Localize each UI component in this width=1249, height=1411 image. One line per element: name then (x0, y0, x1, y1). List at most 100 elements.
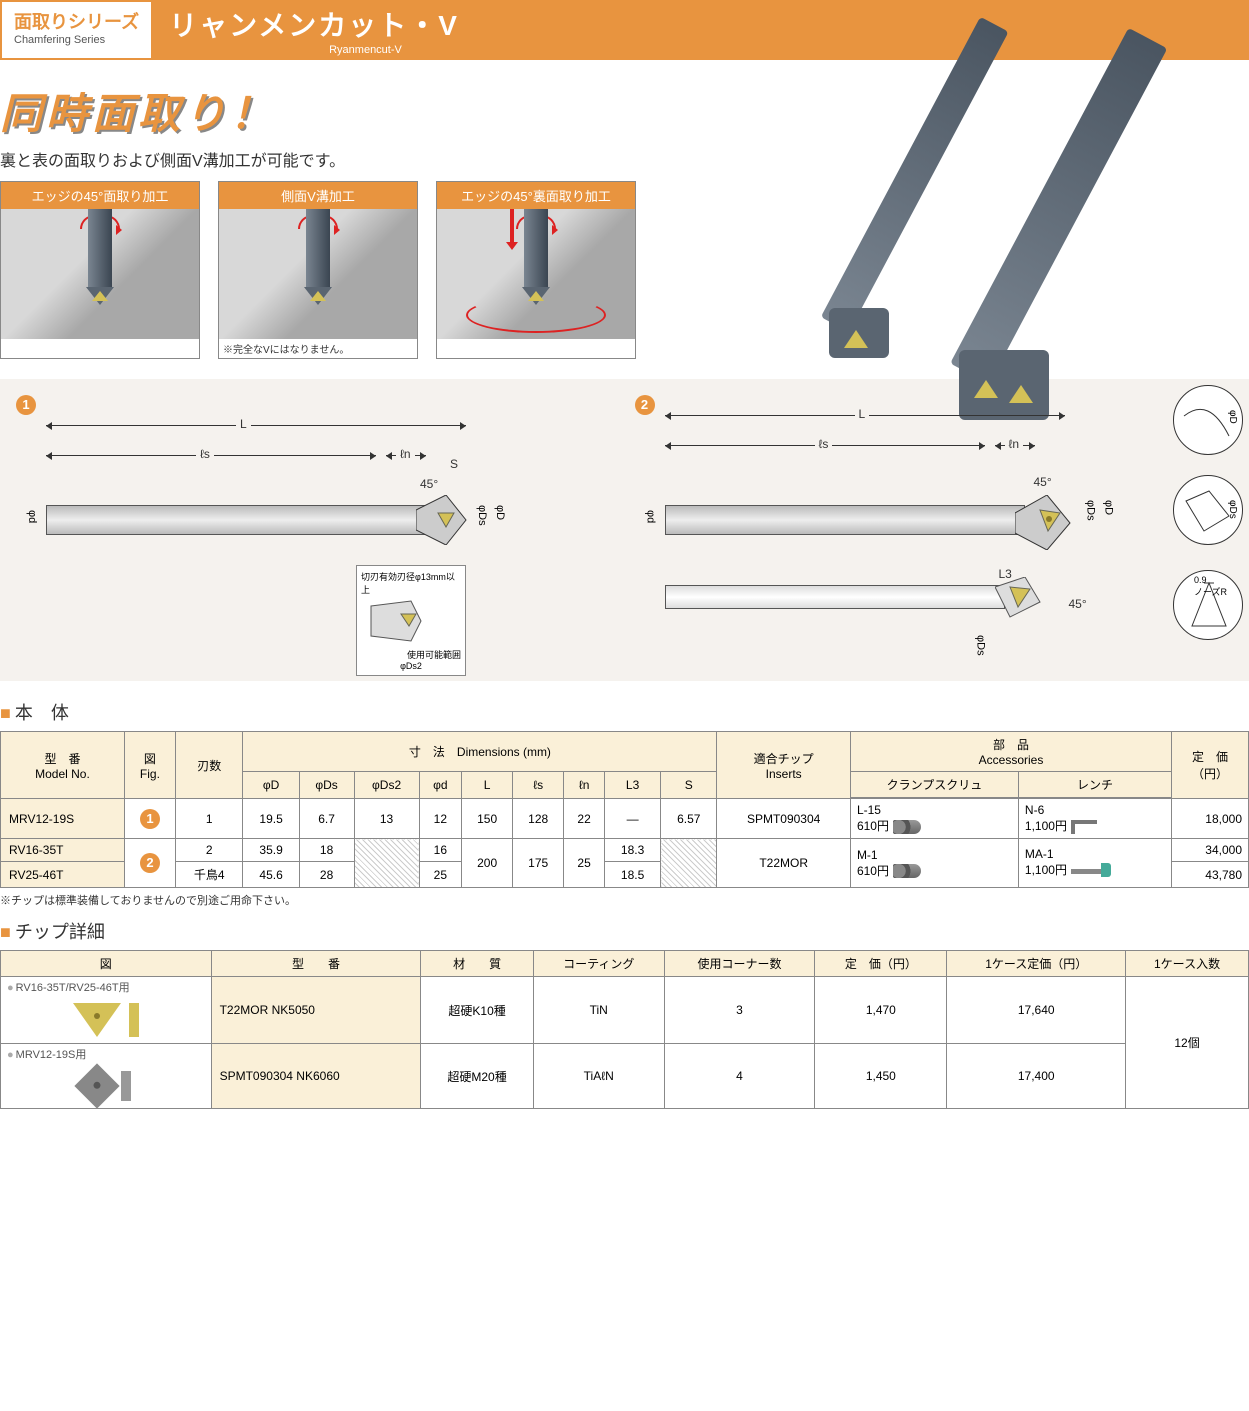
ellipse-arrow-icon (466, 297, 606, 333)
feature-title: エッジの45°裏面取り加工 (437, 182, 635, 209)
cell: 19.5 (243, 799, 299, 839)
dim-label: φD (494, 505, 506, 520)
side-insert-icon (129, 1003, 139, 1037)
tool-body-icon (665, 505, 1025, 535)
dim-label: ℓn (1005, 437, 1024, 451)
body-table-footnote: ※チップは標準装備しておりませんので別途ご用命下さい。 (0, 892, 1249, 908)
th-blades: 刃数 (175, 732, 243, 799)
feature-card-2: 側面V溝加工 ※完全なVにはなりません。 (218, 181, 418, 359)
cell-blades: 1 (175, 799, 243, 839)
cell: 25 (564, 839, 605, 888)
dim-label: 45° (416, 477, 442, 491)
cell-price: 43,780 (1172, 862, 1249, 888)
sub-dia-text2: 使用可能範囲 (361, 648, 461, 661)
cell: 175 (513, 839, 564, 888)
chip-fig-cell: RV16-35T/RV25-46T用 (1, 977, 212, 1044)
th-phid: φd (419, 772, 461, 799)
th-phiDs: φDs (299, 772, 354, 799)
th-L3: L3 (604, 772, 660, 799)
dim-label: ℓs (196, 447, 214, 461)
section-title-body: 本 体 (0, 699, 1249, 725)
cell-material: 超硬K10種 (421, 977, 533, 1044)
triangle-insert-icon (73, 1003, 121, 1037)
tool-icon (306, 209, 330, 289)
cell-fig: 1 (124, 799, 175, 839)
tool-body-icon (665, 585, 1005, 609)
th-ln: ℓn (564, 772, 605, 799)
cell-blades: 2 (175, 839, 243, 862)
cell-price: 34,000 (1172, 839, 1249, 862)
tool-body-icon (46, 505, 426, 535)
cell: 28 (299, 862, 354, 888)
cell: 45.6 (243, 862, 299, 888)
th-phiDs2: φDs2 (354, 772, 419, 799)
dim-label: φd (26, 510, 38, 523)
cell-price: 1,450 (815, 1044, 947, 1109)
th-price: 定 価（円） (1172, 732, 1249, 799)
side-insert-icon (121, 1071, 131, 1101)
cell: 200 (462, 839, 513, 888)
chip-group-label: MRV12-19S用 (1, 1044, 211, 1064)
th-material: 材 質 (421, 951, 533, 977)
dim-label: S (446, 457, 462, 471)
chip-figure (1, 997, 211, 1043)
th-clamp: クランプスクリュ (850, 772, 1018, 798)
cell-material: 超硬M20種 (421, 1044, 533, 1109)
cell-caseprice: 17,400 (947, 1044, 1126, 1109)
feature-title: エッジの45°面取り加工 (1, 182, 199, 209)
wrench-icon (1071, 820, 1101, 834)
cell-clamp: M-1610円 (850, 839, 1018, 888)
cell-na (661, 839, 717, 888)
dim-label: φDs (1227, 500, 1238, 519)
cell-fig: 2 (124, 839, 175, 888)
dim-label: L (236, 417, 251, 431)
th-wrench: レンチ (1018, 772, 1171, 798)
series-badge: 面取りシリーズ Chamfering Series (0, 0, 153, 60)
th-coating: コーティング (533, 951, 664, 977)
cell: 18 (299, 839, 354, 862)
th-fig: 図 (1, 951, 212, 977)
cell: — (604, 799, 660, 839)
th-fig: 図Fig. (124, 732, 175, 799)
feature-illustration (437, 209, 635, 339)
cell-model: SPMT090304 NK6060 (211, 1044, 421, 1109)
cell-model: RV25-46T (1, 862, 125, 888)
sub-diagram: 切刃有効刃径φ13mm以上 使用可能範囲 φDs2 (356, 565, 466, 676)
dim-label: φDs (975, 635, 987, 656)
chip-group-label: RV16-35T/RV25-46T用 (1, 977, 211, 997)
sub-diagram-lower: L3 45° φDs (665, 585, 1025, 625)
cell-model: MRV12-19S (1, 799, 125, 839)
th-model: 型 番 (211, 951, 421, 977)
insert-icon (310, 291, 326, 301)
updown-arrow-icon (510, 209, 514, 244)
dim-label: φd (645, 510, 657, 523)
dim-line (46, 425, 466, 426)
hero-section: 同時面取り！ 裏と表の面取りおよび側面V溝加工が可能です。 (0, 80, 1249, 171)
cell: 12 (419, 799, 461, 839)
title-banner: リャンメンカット・V Ryanmencut-V (153, 0, 1249, 60)
cell: 18.5 (604, 862, 660, 888)
cell-model: T22MOR NK5050 (211, 977, 421, 1044)
cell: 22 (564, 799, 605, 839)
th-caseqty: 1ケース入数 (1126, 951, 1249, 977)
tool-icon (88, 209, 112, 289)
cell-insert: T22MOR (717, 839, 851, 888)
cell: 35.9 (243, 839, 299, 862)
dim-label: 0.9ノーズR (1194, 575, 1227, 598)
insert-icon (92, 291, 108, 301)
th-phiD: φD (243, 772, 299, 799)
th-corners: 使用コーナー数 (664, 951, 815, 977)
series-jp: 面取りシリーズ (14, 8, 139, 34)
tool-head-icon (1015, 495, 1075, 550)
dim-label: φD (1103, 500, 1115, 515)
cell-model: RV16-35T (1, 839, 125, 862)
diagram-2: 2 L ℓs ℓn 45° φd φDs φD L3 45° φDs φD φD… (635, 395, 1234, 665)
cell-wrench: MA-11,100円 (1018, 839, 1171, 888)
feature-note: ※完全なVにはなりません。 (219, 339, 417, 358)
section-title-chip: チップ詳細 (0, 918, 1249, 944)
cell: 25 (419, 862, 461, 888)
cell-wrench: N-61,100円 (1018, 799, 1171, 839)
chip-table: 図 型 番 材 質 コーティング 使用コーナー数 定 価（円） 1ケース定価（円… (0, 950, 1249, 1109)
cell-coating: TiAℓN (533, 1044, 664, 1109)
feature-title: 側面V溝加工 (219, 182, 417, 209)
